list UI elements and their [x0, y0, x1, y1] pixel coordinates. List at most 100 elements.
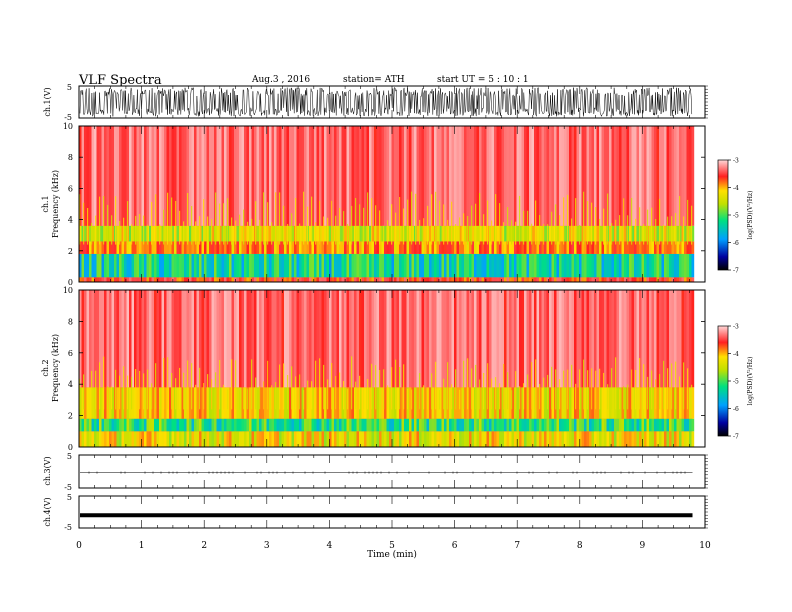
ch2-spec-band-0-cell	[536, 431, 540, 447]
ch2-spec-band-3-cell	[691, 290, 695, 388]
ch1-spec-band-0-cell	[449, 277, 452, 282]
ch1-spec-band-1-cell	[506, 253, 510, 278]
ch4-ytick-bottom: -5	[64, 523, 72, 532]
ch1-spec-band-3-cell	[79, 225, 82, 242]
ch2-spec-band-3-cell	[406, 290, 410, 388]
ch2-spec-band-0-cell	[376, 431, 380, 447]
ch2-spec-speckle	[243, 387, 245, 410]
ch2-spec-band-2-cell	[351, 387, 355, 419]
ch2-spec-band-0-cell	[301, 431, 305, 447]
ch2-spec-band-2-cell	[96, 387, 100, 419]
ch1-spec-band-3-cell	[321, 225, 325, 242]
ch2-spec-band-0-cell	[686, 431, 690, 447]
ch2-spec-band-2-cell	[329, 387, 332, 419]
ch2-spec-band-1-cell	[141, 418, 145, 432]
ch1-spec-band-0-cell	[456, 277, 460, 282]
ch2-spec-band-0-cell	[199, 431, 202, 447]
ch1-spec-band-4-cell	[456, 126, 460, 226]
ch1-spec-band-3-cell	[581, 225, 585, 242]
ch1-spec-band-0-cell	[229, 277, 232, 282]
ch1-spec-band-1-cell	[111, 253, 115, 278]
ch2-spec-band-0-cell	[194, 431, 197, 447]
ch1-spec-band-0-cell	[251, 277, 255, 282]
ch1-spec-band-0-cell	[459, 277, 462, 282]
ch2-spec-band-1-cell	[226, 418, 230, 432]
colorbar-ch2-tick-label: -7	[733, 434, 739, 441]
ch2-spec-band-2-cell	[636, 387, 640, 419]
ch1-spec-band-2-cell	[321, 241, 325, 254]
ch1-spec-band-1-cell	[501, 253, 505, 278]
ch1-spec-band-0-cell	[231, 277, 235, 282]
ch1-spec-band-4-cell	[554, 126, 557, 226]
ch1-spec-band-1-cell	[311, 253, 315, 278]
ch1-spec-band-1-cell	[79, 253, 82, 278]
ch1-spec-band-4-cell	[496, 126, 500, 226]
ch1-spec-band-4-cell	[241, 126, 245, 226]
ch1-spec-band-3-cell	[569, 225, 572, 242]
ch2-spec-band-0-cell	[549, 431, 552, 447]
ch2-spec-band-2-cell	[556, 387, 560, 419]
ch1-spec-band-4-cell	[349, 126, 352, 226]
ch2-spec-band-0-cell	[546, 431, 550, 447]
ch2-spec-band-0-cell	[379, 431, 382, 447]
ch1-spec-speckle	[439, 200, 441, 245]
ch1-spec-band-2-cell	[454, 241, 457, 254]
ch1-spec-band-0-cell	[614, 277, 617, 282]
ch1-spec-band-1-cell	[99, 253, 102, 278]
ch1-spec-band-4-cell	[206, 126, 210, 226]
ch2-spec-band-1-cell	[174, 418, 177, 432]
ch1-spec-band-1-cell	[339, 253, 342, 278]
ch2-spec-band-0-cell	[499, 431, 502, 447]
ch1-spec-speckle	[659, 198, 661, 245]
ch1-spec-band-1-cell	[346, 253, 350, 278]
ch1-spec-band-2-cell	[591, 241, 595, 254]
ch1-spec-band-2-cell	[324, 241, 327, 254]
ch1-spec-band-1-cell	[384, 253, 387, 278]
ch1-spec-speckle	[243, 209, 245, 245]
ch1-spec-band-0-cell	[421, 277, 425, 282]
ch2-spec-band-0-cell	[589, 431, 592, 447]
ch1-spec-band-1-cell	[196, 253, 200, 278]
ch1-spec-band-1-cell	[396, 253, 400, 278]
ch2-spec-band-1-cell	[644, 418, 647, 432]
ch1-spec-speckle	[467, 216, 469, 245]
ch1-spec-band-2-cell	[209, 241, 212, 254]
ch1-spec-band-1-cell	[234, 253, 237, 278]
ch2-spec-band-1-cell	[656, 418, 660, 432]
ch1-spec-band-3-cell	[409, 225, 412, 242]
ch1-spec-band-3-cell	[531, 225, 535, 242]
ch1-spec-band-0-cell	[186, 277, 190, 282]
ch2-spec-speckle	[239, 389, 241, 410]
ch1-spec-band-1-cell	[181, 253, 185, 278]
ch2-spec-band-2-cell	[441, 387, 445, 419]
ch2-spec-band-1-cell	[516, 418, 520, 432]
ch2-spec-band-3-cell	[614, 290, 617, 388]
ch2-spec-band-2-cell	[411, 387, 415, 419]
ch1-spec-band-1-cell	[281, 253, 285, 278]
ch2-spec-band-1-cell	[596, 418, 600, 432]
ch2-spec-speckle	[559, 379, 561, 410]
ch1-spec-band-3-cell	[624, 225, 627, 242]
ch1-spec-band-4-cell	[231, 126, 235, 226]
ch1-spec-band-2-cell	[359, 241, 362, 254]
ch2-spec-band-2-cell	[409, 387, 412, 419]
ch2-spec-band-2-cell	[676, 387, 680, 419]
ch2-spec-band-2-cell	[631, 387, 635, 419]
ch2-spec-band-3-cell	[221, 290, 225, 388]
ch1-spec-band-0-cell	[144, 277, 147, 282]
ch2-spec-band-2-cell	[111, 387, 115, 419]
ch2-spec-band-2-cell	[309, 387, 312, 419]
ch2-spec-speckle	[303, 390, 305, 410]
ch2-spec-band-1-cell	[536, 418, 540, 432]
ch1-spec-band-0-cell	[541, 277, 545, 282]
ch2-spec-band-0-cell	[151, 431, 155, 447]
ch2-spec-band-1-cell	[109, 418, 112, 432]
ch2-spec-band-2-cell	[681, 387, 685, 419]
ch1-spec-band-3-cell	[559, 225, 562, 242]
ch1-spec-band-3-cell	[391, 225, 395, 242]
ch1-spec-band-4-cell	[391, 126, 395, 226]
ch1-spec-band-3-cell	[236, 225, 240, 242]
ch2-spec-band-3-cell	[99, 290, 102, 388]
ch2-spec-band-3-cell	[656, 290, 660, 388]
